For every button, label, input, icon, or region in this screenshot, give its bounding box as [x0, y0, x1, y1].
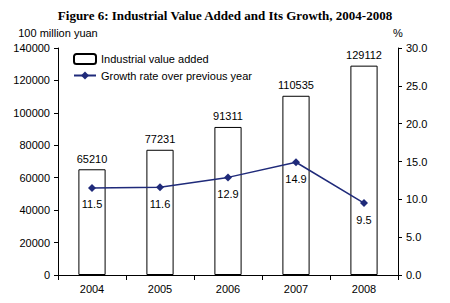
svg-text:60000: 60000 — [19, 172, 50, 184]
svg-text:%: % — [393, 27, 403, 39]
svg-text:140000: 140000 — [13, 42, 50, 54]
svg-text:30.0: 30.0 — [406, 42, 427, 54]
svg-text:Industrial value added: Industrial value added — [101, 53, 209, 65]
svg-text:120000: 120000 — [13, 74, 50, 86]
svg-text:40000: 40000 — [19, 204, 50, 216]
svg-text:5.0: 5.0 — [406, 231, 421, 243]
svg-text:80000: 80000 — [19, 139, 50, 151]
svg-text:2006: 2006 — [216, 283, 240, 295]
svg-text:77231: 77231 — [145, 133, 176, 145]
svg-text:Growth rate over previous year: Growth rate over previous year — [101, 70, 252, 82]
svg-text:0.0: 0.0 — [406, 269, 421, 281]
svg-text:25.0: 25.0 — [406, 80, 427, 92]
svg-text:2007: 2007 — [284, 283, 308, 295]
svg-text:10.0: 10.0 — [406, 193, 427, 205]
svg-text:Figure 6: Industrial Value Add: Figure 6: Industrial Value Added and Its… — [58, 8, 393, 23]
svg-text:129112: 129112 — [346, 49, 382, 61]
svg-text:100000: 100000 — [13, 107, 50, 119]
svg-text:12.9: 12.9 — [217, 188, 238, 200]
svg-text:2005: 2005 — [148, 283, 172, 295]
svg-text:110535: 110535 — [278, 79, 314, 91]
svg-text:11.5: 11.5 — [82, 198, 103, 210]
svg-text:100 million yuan: 100 million yuan — [18, 27, 98, 39]
svg-text:91311: 91311 — [213, 110, 243, 122]
svg-text:0: 0 — [44, 269, 50, 281]
svg-text:20000: 20000 — [19, 237, 50, 249]
svg-text:20.0: 20.0 — [406, 118, 427, 130]
svg-text:2004: 2004 — [80, 283, 104, 295]
svg-text:9.5: 9.5 — [356, 214, 371, 226]
svg-text:15.0: 15.0 — [406, 156, 427, 168]
svg-text:11.6: 11.6 — [150, 198, 171, 210]
svg-text:65210: 65210 — [77, 153, 108, 165]
svg-text:2008: 2008 — [352, 283, 376, 295]
svg-text:14.9: 14.9 — [285, 173, 306, 185]
